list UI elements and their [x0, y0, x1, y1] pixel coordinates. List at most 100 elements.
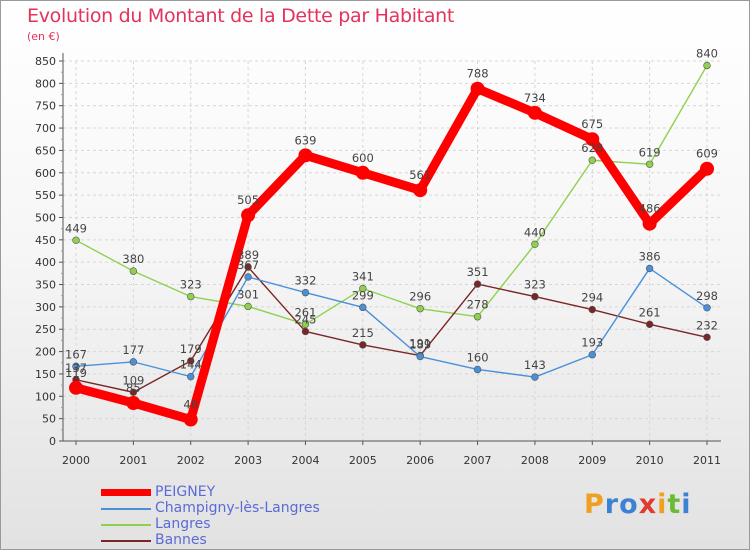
- y-tick-label: 500: [35, 211, 56, 224]
- data-point-peigney: [585, 132, 600, 147]
- data-point-peigney: [241, 208, 256, 223]
- data-point-champigny-l-s-langres: [301, 288, 310, 297]
- y-tick-label: 100: [35, 390, 56, 403]
- x-tick-label: 2003: [234, 454, 262, 467]
- x-tick-label: 2004: [291, 454, 319, 467]
- y-tick-label: 700: [35, 122, 56, 135]
- data-point-peigney: [183, 412, 198, 427]
- data-point-langres: [129, 267, 138, 275]
- data-label-bannes: 232: [696, 318, 718, 332]
- x-tick-label: 2007: [464, 454, 492, 467]
- x-tick-label: 2009: [578, 454, 606, 467]
- data-point-bannes: [645, 320, 654, 329]
- data-label-langres: 619: [639, 145, 661, 159]
- data-label-bannes: 109: [122, 373, 144, 387]
- data-point-langres: [645, 160, 654, 168]
- chart-title: Evolution du Montant de la Dette par Hab…: [27, 5, 455, 27]
- data-label-bannes: 137: [65, 361, 87, 375]
- y-tick-label: 400: [35, 256, 56, 269]
- logo-letter: o: [619, 489, 639, 520]
- data-point-champigny-l-s-langres: [359, 303, 367, 312]
- data-label-champigny-l-s-langres: 299: [352, 288, 374, 302]
- legend-label-bannes: Bannes: [155, 532, 207, 548]
- y-tick-label: 800: [35, 77, 56, 90]
- logo-letter: t: [667, 489, 682, 520]
- data-label-langres: 261: [294, 305, 316, 319]
- data-point-champigny-l-s-langres: [703, 304, 711, 312]
- data-point-bannes: [359, 341, 367, 349]
- data-point-champigny-l-s-langres: [645, 264, 654, 273]
- logo-letter: i: [681, 489, 692, 520]
- data-point-langres: [473, 313, 482, 321]
- data-label-champigny-l-s-langres: 160: [467, 350, 489, 364]
- data-label-langres: 341: [352, 270, 374, 284]
- data-label-champigny-l-s-langres: 144: [180, 358, 202, 372]
- logo-letter: P: [584, 489, 605, 520]
- data-point-langres: [588, 156, 596, 164]
- x-axis-ticks: 2000 2001 2002 2003 2004 2005 2006 2007 2008 2009…: [62, 441, 721, 467]
- data-point-langres: [416, 304, 424, 313]
- legend-label-langres: Langres: [155, 516, 211, 532]
- data-point-peigney: [527, 105, 542, 120]
- legend-item-bannes: Bannes: [101, 532, 401, 548]
- data-point-champigny-l-s-langres: [416, 352, 424, 361]
- data-label-peigney: 561: [409, 168, 431, 182]
- data-label-langres: 296: [409, 290, 431, 304]
- y-tick-label: 450: [35, 234, 56, 247]
- y-tick-label: 150: [35, 368, 56, 381]
- data-label-champigny-l-s-langres: 189: [409, 338, 431, 352]
- x-tick-label: 2005: [349, 454, 377, 467]
- data-label-bannes: 215: [352, 326, 374, 340]
- data-point-champigny-l-s-langres: [129, 358, 138, 366]
- x-tick-label: 2006: [406, 454, 434, 467]
- y-tick-label: 200: [35, 346, 56, 359]
- x-tick-label: 2008: [521, 454, 549, 467]
- logo-letter: x: [638, 489, 658, 520]
- y-tick-label: 650: [35, 144, 56, 157]
- data-point-peigney: [355, 165, 370, 180]
- data-point-langres: [359, 284, 367, 293]
- data-point-bannes: [244, 263, 252, 271]
- series-layer: [69, 61, 714, 427]
- data-label-peigney: 85: [126, 381, 141, 395]
- y-tick-label: 750: [35, 100, 56, 113]
- data-point-langres: [187, 292, 195, 301]
- data-point-bannes: [301, 327, 310, 336]
- data-label-bannes: 294: [581, 291, 603, 305]
- data-label-champigny-l-s-langres: 143: [524, 358, 546, 372]
- x-tick-label: 2010: [636, 454, 664, 467]
- data-point-peigney: [413, 183, 428, 198]
- x-tick-label: 2000: [62, 454, 90, 467]
- legend-swatch-peigney: [101, 489, 151, 496]
- y-tick-label: 550: [35, 189, 56, 202]
- series-line-langres: [75, 64, 708, 326]
- data-label-champigny-l-s-langres: 332: [294, 274, 316, 288]
- series-line-peigney: [71, 84, 712, 425]
- data-point-langres: [703, 61, 711, 70]
- data-label-bannes: 389: [237, 248, 259, 262]
- data-point-bannes: [187, 357, 195, 365]
- data-label-peigney: 734: [524, 91, 546, 105]
- data-label-champigny-l-s-langres: 177: [122, 343, 144, 357]
- data-label-langres: 380: [122, 252, 144, 266]
- data-label-bannes: 245: [294, 312, 316, 326]
- legend-label-champigny: Champigny-lès-Langres: [155, 500, 320, 516]
- data-point-champigny-l-s-langres: [531, 373, 539, 381]
- data-label-peigney: 486: [639, 202, 661, 216]
- legend-item-langres: Langres: [101, 516, 401, 532]
- data-label-peigney: 675: [581, 117, 603, 131]
- data-point-bannes: [129, 388, 138, 396]
- grid: [63, 60, 721, 442]
- data-point-champigny-l-s-langres: [473, 365, 482, 374]
- logo-letter: i: [657, 489, 668, 520]
- y-tick-label: 600: [35, 167, 56, 180]
- axes: [62, 53, 721, 442]
- data-point-bannes: [531, 292, 539, 301]
- unit-label: (en €): [27, 30, 60, 43]
- data-label-peigney: 119: [65, 366, 87, 380]
- data-point-champigny-l-s-langres: [72, 362, 80, 371]
- data-point-peigney: [298, 148, 313, 163]
- y-tick-label: 300: [35, 301, 56, 314]
